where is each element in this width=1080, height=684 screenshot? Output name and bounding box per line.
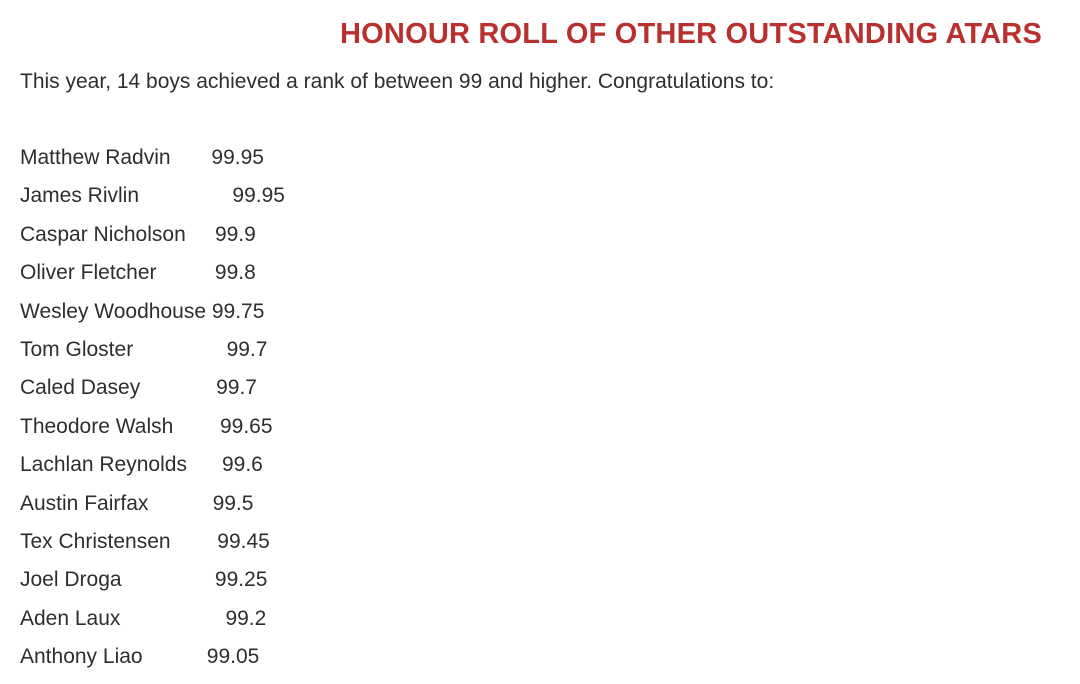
student-name: James Rivlin — [20, 184, 140, 208]
gap — [148, 492, 212, 515]
honour-roll-entry: Joel Droga 99.25 — [20, 564, 285, 602]
student-name: Anthony Liao — [20, 645, 143, 669]
student-name: Austin Fairfax — [20, 491, 149, 515]
honour-roll-entry: Aden Laux 99.2 — [20, 603, 285, 641]
honour-roll-entry: Lachlan Reynolds 99.6 — [20, 449, 285, 487]
atar-score: 99.2 — [225, 606, 267, 630]
student-name: Caspar Nicholson — [20, 222, 186, 246]
honour-roll-entry: Caspar Nicholson 99.9 — [20, 219, 285, 257]
honour-roll-entry: Matthew Radvin 99.95 — [20, 142, 285, 180]
honour-roll-list: Matthew Radvin 99.95 James Rivlin 99.95 … — [20, 142, 285, 679]
atar-score: 99.6 — [221, 453, 263, 477]
gap — [133, 338, 226, 361]
honour-roll-entry: Anthony Liao 99.05 — [20, 641, 285, 679]
atar-score: 99.05 — [206, 645, 260, 669]
page-heading: HONOUR ROLL OF OTHER OUTSTANDING ATARS — [340, 18, 1042, 50]
gap — [122, 568, 215, 591]
gap — [171, 530, 218, 553]
atar-score: 99.9 — [214, 222, 256, 246]
student-name: Lachlan Reynolds — [20, 453, 187, 477]
atar-score: 99.5 — [212, 491, 254, 515]
gap — [157, 261, 215, 284]
student-name: Wesley Woodhouse — [20, 299, 206, 323]
gap — [143, 645, 207, 668]
gap — [120, 607, 225, 630]
student-name: Tex Christensen — [20, 529, 171, 553]
student-name: Theodore Walsh — [20, 414, 174, 438]
honour-roll-entry: Tex Christensen 99.45 — [20, 526, 285, 564]
gap — [173, 415, 220, 438]
atar-score: 99.95 — [211, 146, 264, 169]
student-name: Matthew Radvin — [20, 146, 171, 169]
atar-score: 99.45 — [217, 529, 270, 553]
atar-score: 99.75 — [211, 299, 265, 323]
honour-roll-entry: Caled Dasey 99.7 — [20, 372, 285, 410]
atar-score: 99.25 — [214, 568, 268, 592]
atar-score: 99.95 — [232, 184, 285, 208]
gap — [140, 376, 216, 399]
honour-roll-entry: Wesley Woodhouse 99.75 — [20, 296, 285, 334]
student-name: Oliver Fletcher — [20, 261, 157, 285]
gap — [186, 223, 215, 246]
student-name: Tom Gloster — [20, 337, 134, 361]
intro-text: This year, 14 boys achieved a rank of be… — [20, 70, 775, 93]
atar-score: 99.7 — [226, 337, 268, 361]
gap — [139, 184, 232, 207]
student-name: Aden Laux — [20, 606, 121, 630]
student-name: Joel Droga — [20, 568, 122, 592]
student-name: Caled Dasey — [20, 376, 141, 400]
honour-roll-entry: James Rivlin 99.95 — [20, 180, 285, 218]
gap — [171, 146, 212, 169]
atar-score: 99.7 — [216, 376, 257, 400]
atar-score: 99.65 — [219, 414, 273, 438]
honour-roll-entry: Tom Gloster 99.7 — [20, 334, 285, 372]
atar-score: 99.8 — [214, 261, 256, 285]
honour-roll-entry: Theodore Walsh 99.65 — [20, 411, 285, 449]
gap — [187, 453, 222, 476]
honour-roll-entry: Oliver Fletcher 99.8 — [20, 257, 285, 295]
honour-roll-entry: Austin Fairfax 99.5 — [20, 488, 285, 526]
